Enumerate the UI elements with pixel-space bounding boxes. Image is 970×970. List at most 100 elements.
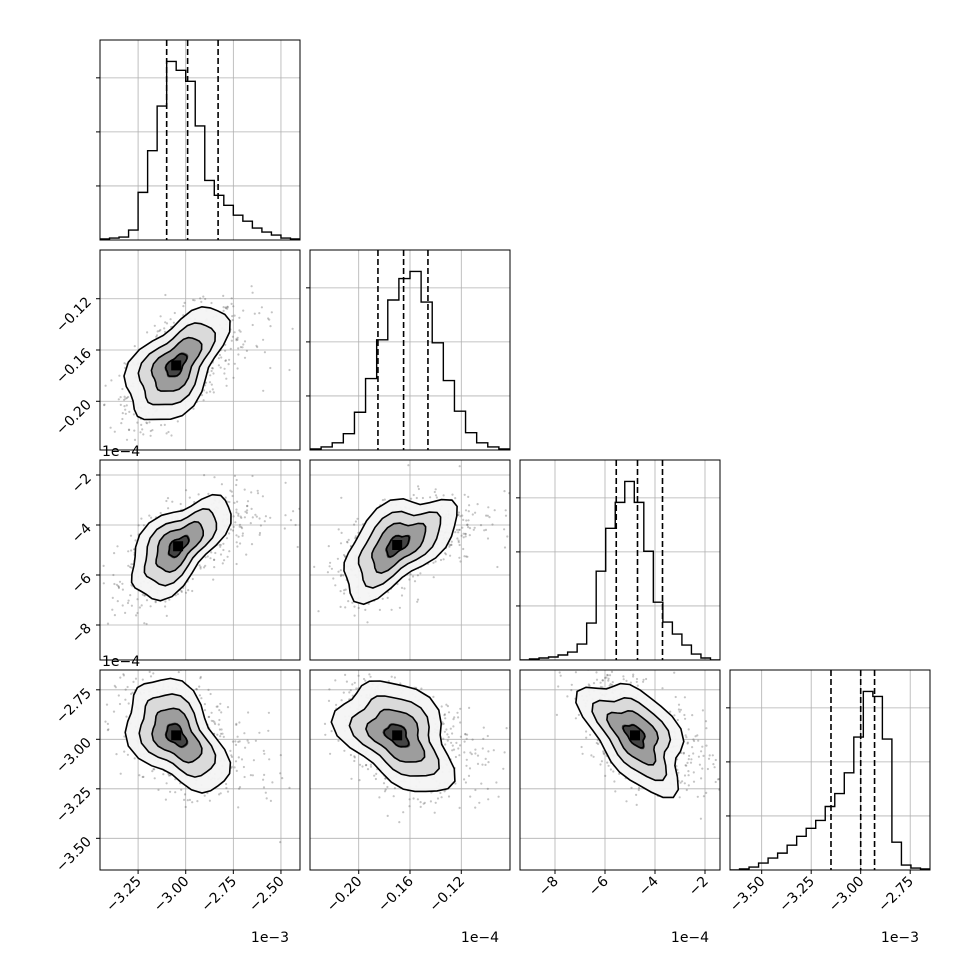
sample-point [226, 706, 230, 709]
sample-point [238, 329, 241, 332]
sample-point [337, 570, 340, 573]
sample-point [233, 331, 236, 334]
sample-point [215, 705, 218, 708]
sample-point [125, 396, 128, 400]
sample-point [232, 515, 235, 518]
sample-point [115, 753, 118, 756]
sample-point [353, 759, 356, 763]
sample-point [256, 492, 260, 495]
sample-point [106, 622, 110, 625]
sample-point [204, 297, 207, 301]
sample-point [208, 799, 211, 802]
sample-point [188, 496, 191, 499]
sample-point [136, 598, 139, 601]
sample-point [141, 678, 144, 681]
sample-point [229, 528, 232, 531]
sample-point [451, 744, 454, 747]
sample-point [185, 489, 188, 492]
sample-point [207, 715, 210, 719]
sample-point [677, 708, 681, 711]
sample-point [334, 679, 337, 682]
sample-point [133, 429, 136, 432]
sample-point [417, 487, 420, 491]
sample-point [183, 301, 186, 304]
sample-point [153, 324, 156, 327]
sample-point [459, 735, 462, 738]
sample-point [724, 786, 726, 788]
sample-point [104, 384, 107, 387]
sample-point [434, 494, 438, 497]
sample-point [358, 763, 362, 766]
sample-point [240, 758, 244, 761]
sample-point [163, 327, 166, 330]
sample-point [249, 774, 252, 777]
sample-point [136, 421, 139, 424]
sample-point [301, 547, 303, 549]
sample-point [225, 786, 228, 790]
sample-point [419, 801, 422, 804]
sample-point [677, 703, 681, 706]
sample-point [279, 841, 282, 844]
sample-point [471, 513, 474, 516]
sample-point [198, 694, 201, 697]
sample-point [416, 600, 419, 603]
sample-point [187, 589, 190, 592]
sample-point [329, 561, 332, 564]
sample-point [235, 478, 238, 482]
sample-point [176, 420, 179, 423]
sample-point [121, 387, 124, 391]
sample-point [457, 531, 460, 534]
sample-point [149, 434, 152, 437]
sample-point [694, 735, 697, 738]
sample-point [155, 334, 159, 337]
sample-point [343, 589, 346, 592]
sample-point [691, 714, 694, 717]
sample-point [484, 763, 487, 767]
contour-line [330, 680, 456, 793]
sample-point [122, 674, 125, 677]
sample-point [450, 741, 453, 744]
sample-point [111, 596, 114, 600]
sample-point [686, 761, 689, 765]
sample-point [356, 517, 359, 520]
sample-point [368, 673, 371, 676]
sample-point [89, 391, 91, 393]
sample-point [238, 316, 241, 319]
sample-point [246, 505, 249, 508]
sample-point [159, 315, 162, 318]
sample-point [467, 774, 471, 778]
sample-point [195, 688, 198, 691]
sample-point [113, 614, 116, 617]
sample-point [129, 565, 132, 569]
sample-point [121, 604, 124, 607]
sample-point [344, 588, 347, 591]
sample-point [403, 587, 406, 590]
sample-point [103, 404, 106, 407]
sample-point [455, 528, 459, 532]
sample-point [263, 773, 266, 777]
sample-point [191, 589, 194, 593]
sample-point [340, 573, 343, 577]
sample-point [240, 527, 244, 530]
sample-point [601, 686, 604, 689]
sample-point [444, 717, 447, 720]
sample-point [364, 679, 367, 682]
sample-point [199, 567, 202, 570]
sample-point [599, 681, 602, 684]
sample-point [291, 327, 294, 330]
sample-point [458, 806, 461, 810]
histogram-step [310, 270, 510, 450]
sample-point [412, 493, 415, 497]
sample-point [204, 564, 207, 567]
sample-point [474, 511, 477, 514]
sample-point [130, 549, 133, 552]
sample-point [264, 515, 267, 518]
sample-point [160, 424, 163, 427]
sample-point [165, 665, 167, 667]
sample-point [458, 543, 461, 547]
sample-point [164, 798, 167, 801]
sample-point [442, 737, 445, 740]
sample-point [346, 541, 349, 544]
contour-line [150, 336, 203, 392]
sample-point [464, 535, 467, 538]
